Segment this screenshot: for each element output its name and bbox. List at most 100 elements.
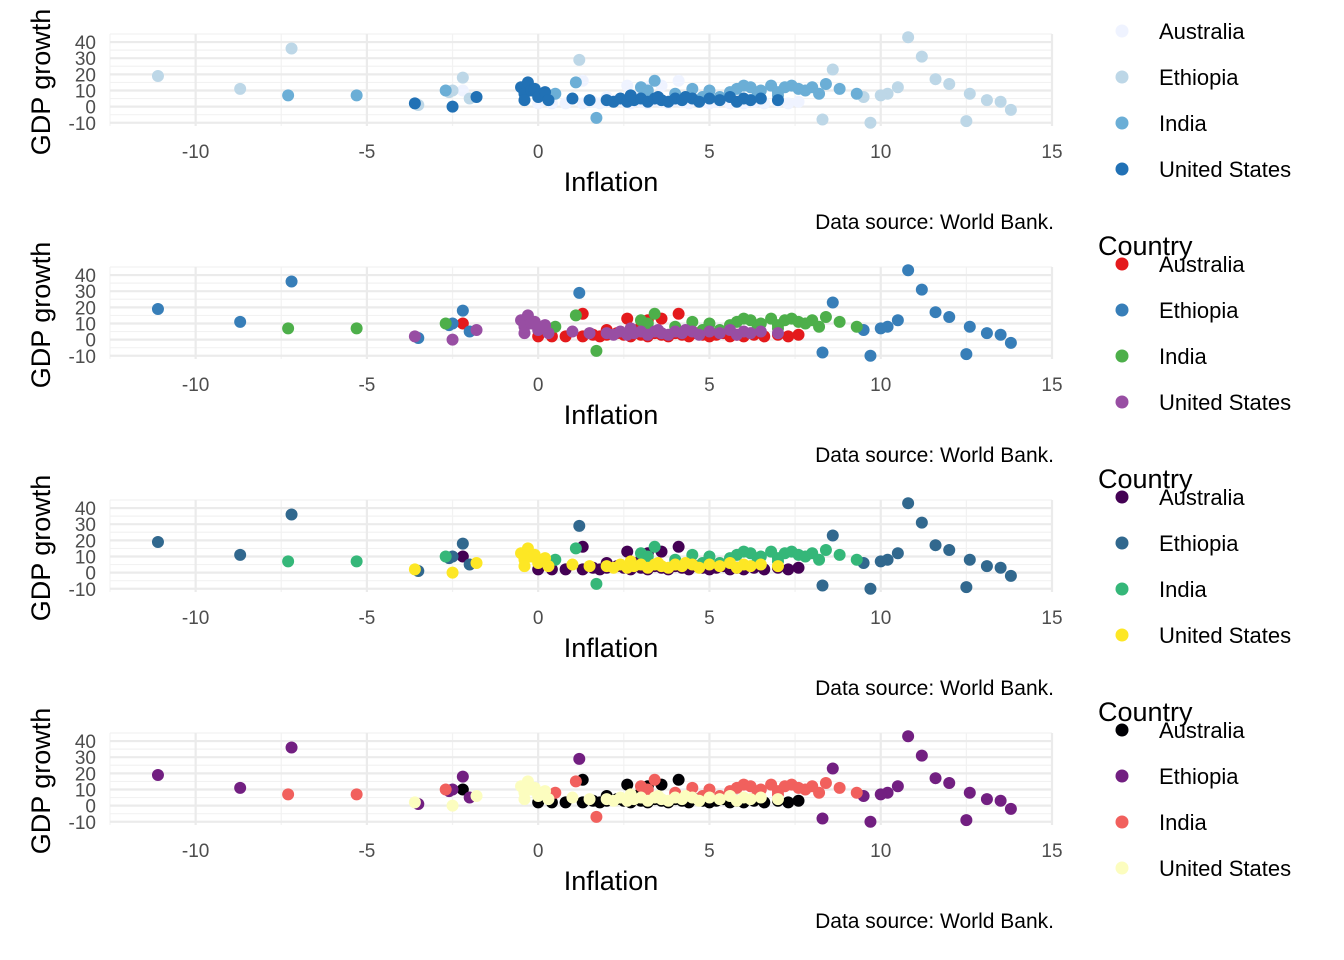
point [960, 814, 973, 827]
point [456, 783, 469, 796]
point [943, 78, 956, 91]
point [470, 90, 483, 103]
point [771, 94, 784, 107]
point [994, 794, 1007, 807]
point [915, 749, 928, 762]
x-tick-label: 0 [533, 608, 544, 629]
point [915, 50, 928, 63]
point [943, 544, 956, 557]
point [813, 87, 826, 100]
point [285, 741, 298, 754]
point [672, 540, 685, 553]
point [744, 94, 757, 107]
point [744, 314, 757, 327]
point [833, 781, 846, 794]
point [1004, 103, 1017, 116]
y-tick-label: 10 [75, 81, 96, 102]
point [744, 547, 757, 560]
point [703, 92, 716, 105]
point [573, 53, 586, 66]
point [456, 304, 469, 317]
point [874, 788, 887, 801]
point [960, 581, 973, 594]
point [583, 327, 596, 340]
point [542, 327, 555, 340]
point [350, 89, 363, 102]
point [686, 781, 699, 794]
point [285, 508, 298, 521]
point [282, 788, 295, 801]
point [542, 793, 555, 806]
point [782, 330, 795, 343]
point [771, 327, 784, 340]
x-tick-label: -5 [358, 142, 375, 163]
x-tick-label: -5 [358, 375, 375, 396]
point [754, 325, 767, 338]
point [566, 558, 579, 571]
point [960, 115, 973, 128]
point [583, 94, 596, 107]
point [744, 81, 757, 94]
point [686, 315, 699, 328]
point [693, 95, 706, 108]
point [929, 73, 942, 86]
point [963, 786, 976, 799]
point [891, 314, 904, 327]
point [446, 333, 459, 346]
point [994, 328, 1007, 341]
point [782, 563, 795, 576]
point [1004, 336, 1017, 349]
y-tick-label: -10 [69, 114, 96, 135]
point [826, 762, 839, 775]
x-tick-label: 15 [1041, 841, 1062, 862]
point [943, 777, 956, 790]
legend-label: India [1159, 344, 1207, 369]
point [234, 548, 247, 561]
point [782, 796, 795, 809]
point [864, 116, 877, 129]
point [703, 558, 716, 571]
point [641, 317, 654, 330]
point [234, 82, 247, 95]
point [792, 561, 805, 574]
legend-key [1115, 628, 1129, 642]
point [652, 323, 665, 336]
point [771, 793, 784, 806]
point [518, 94, 531, 107]
point [980, 327, 993, 340]
point [816, 346, 829, 359]
legend-label: India [1159, 111, 1207, 136]
y-tick-label: -10 [69, 347, 96, 368]
point [569, 309, 582, 322]
point [915, 283, 928, 296]
legend-key [1115, 490, 1129, 504]
point [816, 579, 829, 592]
point [744, 327, 757, 340]
x-axis-title: Inflation [564, 167, 659, 197]
legend-label: United States [1159, 623, 1291, 648]
x-tick-label: 5 [704, 841, 715, 862]
point [590, 344, 603, 357]
point [590, 111, 603, 124]
point [891, 547, 904, 560]
point [963, 553, 976, 566]
point [891, 81, 904, 94]
y-tick-label: 10 [75, 314, 96, 335]
point [679, 90, 692, 103]
legend-key [1115, 257, 1129, 271]
legend-label: Australia [1159, 252, 1245, 277]
point [621, 79, 634, 92]
point [456, 537, 469, 550]
x-tick-label: -10 [182, 142, 209, 163]
y-tick-label: 20 [75, 764, 96, 785]
legend-label: Australia [1159, 19, 1245, 44]
point [621, 312, 634, 325]
point [902, 497, 915, 510]
y-tick-label: 30 [75, 515, 96, 536]
y-tick-label: 20 [75, 531, 96, 552]
point [282, 555, 295, 568]
point [819, 311, 832, 324]
point [350, 322, 363, 335]
